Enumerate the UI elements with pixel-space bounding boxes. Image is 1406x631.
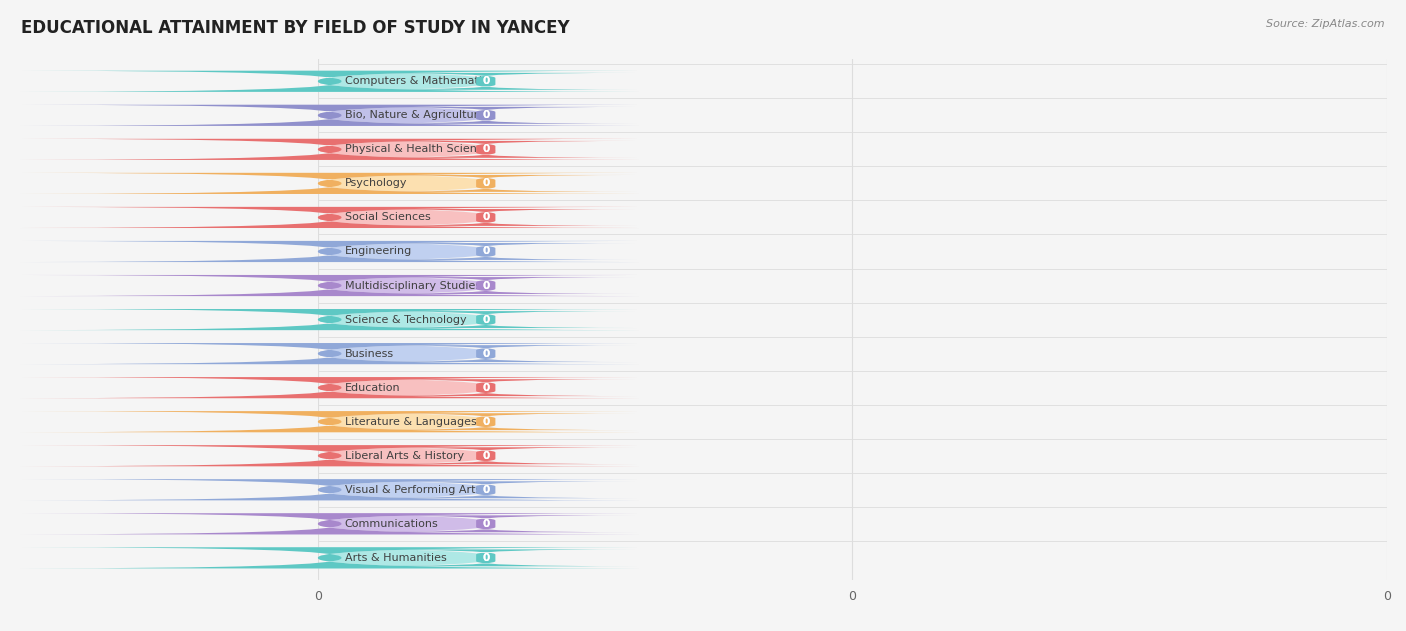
Text: 0: 0 — [482, 76, 489, 86]
FancyBboxPatch shape — [21, 207, 638, 228]
Text: Source: ZipAtlas.com: Source: ZipAtlas.com — [1267, 19, 1385, 29]
Text: Business: Business — [344, 348, 394, 358]
FancyBboxPatch shape — [173, 241, 638, 262]
FancyBboxPatch shape — [173, 275, 638, 296]
FancyBboxPatch shape — [21, 513, 638, 534]
Text: 0: 0 — [482, 451, 489, 461]
Text: 0: 0 — [482, 485, 489, 495]
FancyBboxPatch shape — [21, 309, 638, 330]
Text: 0: 0 — [482, 519, 489, 529]
Text: 0: 0 — [482, 315, 489, 324]
Text: 0: 0 — [482, 553, 489, 563]
Text: Literature & Languages: Literature & Languages — [344, 416, 477, 427]
Text: Bio, Nature & Agricultural: Bio, Nature & Agricultural — [344, 110, 488, 121]
FancyBboxPatch shape — [173, 139, 638, 160]
Text: 0: 0 — [482, 485, 489, 495]
FancyBboxPatch shape — [173, 547, 638, 569]
FancyBboxPatch shape — [335, 481, 637, 498]
Text: Liberal Arts & History: Liberal Arts & History — [344, 451, 464, 461]
Text: 0: 0 — [482, 382, 489, 392]
Text: 0: 0 — [482, 76, 489, 86]
Text: 0: 0 — [482, 281, 489, 290]
FancyBboxPatch shape — [21, 479, 638, 500]
FancyBboxPatch shape — [335, 73, 637, 90]
FancyBboxPatch shape — [21, 547, 638, 569]
Text: 0: 0 — [482, 416, 489, 427]
FancyBboxPatch shape — [335, 311, 637, 328]
FancyBboxPatch shape — [335, 277, 637, 294]
FancyBboxPatch shape — [335, 447, 637, 464]
Text: Arts & Humanities: Arts & Humanities — [344, 553, 446, 563]
FancyBboxPatch shape — [21, 445, 638, 466]
FancyBboxPatch shape — [173, 479, 638, 500]
Text: 0: 0 — [482, 451, 489, 461]
FancyBboxPatch shape — [173, 173, 638, 194]
Text: 0: 0 — [482, 213, 489, 223]
Text: 0: 0 — [482, 416, 489, 427]
Text: 0: 0 — [482, 519, 489, 529]
FancyBboxPatch shape — [21, 411, 638, 432]
Text: 0: 0 — [482, 247, 489, 256]
Text: 0: 0 — [482, 144, 489, 155]
FancyBboxPatch shape — [335, 175, 637, 192]
Text: 0: 0 — [482, 382, 489, 392]
FancyBboxPatch shape — [335, 516, 637, 532]
FancyBboxPatch shape — [21, 71, 638, 92]
Text: 0: 0 — [482, 179, 489, 189]
FancyBboxPatch shape — [173, 105, 638, 126]
Text: Multidisciplinary Studies: Multidisciplinary Studies — [344, 281, 481, 290]
FancyBboxPatch shape — [173, 71, 638, 92]
FancyBboxPatch shape — [21, 105, 638, 126]
FancyBboxPatch shape — [335, 141, 637, 158]
Text: 0: 0 — [482, 110, 489, 121]
FancyBboxPatch shape — [173, 445, 638, 466]
FancyBboxPatch shape — [173, 309, 638, 330]
Text: Communications: Communications — [344, 519, 439, 529]
Text: 0: 0 — [482, 110, 489, 121]
Text: Computers & Mathematics: Computers & Mathematics — [344, 76, 494, 86]
Text: 0: 0 — [482, 348, 489, 358]
Text: 0: 0 — [482, 247, 489, 256]
FancyBboxPatch shape — [21, 275, 638, 296]
Text: 0: 0 — [482, 281, 489, 290]
FancyBboxPatch shape — [173, 207, 638, 228]
Text: 0: 0 — [482, 179, 489, 189]
Text: 0: 0 — [482, 315, 489, 324]
FancyBboxPatch shape — [21, 241, 638, 262]
FancyBboxPatch shape — [335, 345, 637, 362]
FancyBboxPatch shape — [173, 513, 638, 534]
Text: Physical & Health Sciences: Physical & Health Sciences — [344, 144, 495, 155]
FancyBboxPatch shape — [335, 379, 637, 396]
Text: 0: 0 — [482, 213, 489, 223]
Text: Psychology: Psychology — [344, 179, 408, 189]
FancyBboxPatch shape — [335, 209, 637, 226]
FancyBboxPatch shape — [21, 377, 638, 398]
Text: Education: Education — [344, 382, 401, 392]
FancyBboxPatch shape — [21, 139, 638, 160]
Text: Social Sciences: Social Sciences — [344, 213, 430, 223]
FancyBboxPatch shape — [21, 173, 638, 194]
FancyBboxPatch shape — [335, 243, 637, 260]
FancyBboxPatch shape — [335, 107, 637, 124]
FancyBboxPatch shape — [335, 550, 637, 566]
FancyBboxPatch shape — [173, 377, 638, 398]
Text: Visual & Performing Arts: Visual & Performing Arts — [344, 485, 481, 495]
Text: 0: 0 — [482, 348, 489, 358]
Text: 0: 0 — [482, 553, 489, 563]
Text: EDUCATIONAL ATTAINMENT BY FIELD OF STUDY IN YANCEY: EDUCATIONAL ATTAINMENT BY FIELD OF STUDY… — [21, 19, 569, 37]
Text: Engineering: Engineering — [344, 247, 412, 256]
FancyBboxPatch shape — [173, 411, 638, 432]
FancyBboxPatch shape — [173, 343, 638, 364]
FancyBboxPatch shape — [335, 413, 637, 430]
FancyBboxPatch shape — [21, 343, 638, 364]
Text: 0: 0 — [482, 144, 489, 155]
Text: Science & Technology: Science & Technology — [344, 315, 467, 324]
